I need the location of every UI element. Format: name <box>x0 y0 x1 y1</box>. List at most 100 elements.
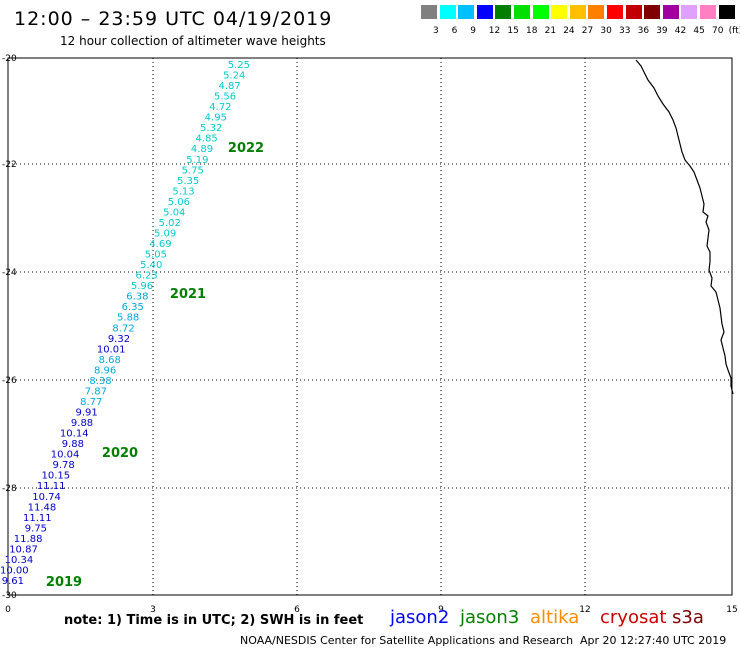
scale-label: 30 <box>600 26 612 36</box>
scale-swatch <box>514 5 530 19</box>
scale-label: 45 <box>693 26 705 36</box>
scale-label: 42 <box>674 26 687 36</box>
wave-height-value: 6.23 <box>135 271 157 282</box>
wave-height-value: 5.75 <box>182 165 204 176</box>
wave-height-value: 10.15 <box>41 471 70 482</box>
scale-unit: (ft) <box>728 26 740 36</box>
x-tick-label: 3 <box>150 605 156 615</box>
wave-height-value: 5.19 <box>186 155 208 166</box>
scale-swatch <box>458 5 475 19</box>
satellite-jason3: jason3 <box>460 607 520 628</box>
wave-height-value: 8.38 <box>89 376 111 387</box>
note-text: note: 1) Time is in UTC; 2) SWH is in fe… <box>64 613 364 628</box>
grid-lines <box>8 58 732 595</box>
wave-height-value: 9.75 <box>25 523 47 534</box>
wave-height-value: 4.95 <box>205 113 227 124</box>
satellite-s3a: s3a <box>672 607 704 628</box>
wave-height-value: 5.40 <box>140 260 162 271</box>
scale-label: 39 <box>656 26 668 36</box>
year-labels: 2022 2021 2020 2019 <box>46 141 264 590</box>
scale-swatch <box>718 5 735 19</box>
satellite-altika: altika <box>530 607 580 628</box>
scale-swatch <box>495 5 512 19</box>
wave-height-value: 5.09 <box>154 228 176 239</box>
scale-label: 3 <box>433 26 439 36</box>
wave-height-value: 5.56 <box>214 92 236 103</box>
wave-height-value: 9.32 <box>108 334 130 345</box>
satellite-cryosat: cryosat <box>600 607 667 628</box>
wave-height-value: 5.35 <box>177 176 199 187</box>
y-tick-label: -30 <box>2 591 17 601</box>
x-tick-label: 15 <box>726 605 737 615</box>
year-label: 2022 <box>228 141 264 156</box>
scale-label: 70 <box>712 26 724 36</box>
wave-height-value: 7.87 <box>85 386 107 397</box>
wave-height-value: 10.00 <box>0 565 29 576</box>
wave-height-value: 5.88 <box>117 313 139 324</box>
wave-height-value: 10.74 <box>32 492 61 503</box>
wave-height-value: 8.68 <box>99 355 121 366</box>
wave-height-value: 9.91 <box>76 408 98 419</box>
wave-height-value: 8.72 <box>112 323 134 334</box>
wave-height-value: 5.02 <box>159 218 181 229</box>
scale-label: 9 <box>470 26 476 36</box>
wave-height-value: 6.38 <box>126 292 148 303</box>
wave-height-value: 5.05 <box>145 250 167 261</box>
wave-height-value: 5.24 <box>223 71 245 82</box>
scale-swatch <box>700 5 716 19</box>
wave-height-value: 5.04 <box>163 207 185 218</box>
wave-height-value: 4.89 <box>191 144 213 155</box>
scale-swatch <box>625 5 642 19</box>
wave-height-value: 8.96 <box>94 365 116 376</box>
scale-label: 36 <box>637 26 650 36</box>
y-tick-label: -28 <box>2 484 17 494</box>
wave-height-value: 10.34 <box>5 555 34 566</box>
y-tick-label: -20 <box>2 54 17 64</box>
wave-height-value: 5.13 <box>172 186 194 197</box>
scale-swatch <box>569 5 586 19</box>
wave-height-value: 4.69 <box>149 239 171 250</box>
scale-label: 33 <box>619 26 631 36</box>
wave-height-value: 4.85 <box>195 134 217 145</box>
scale-swatch <box>588 5 605 19</box>
wave-height-value: 9.88 <box>62 439 84 450</box>
wave-height-value: 4.72 <box>209 102 231 113</box>
wave-height-value: 5.25 <box>228 60 250 71</box>
x-tick-label: 12 <box>579 605 590 615</box>
map-subtitle: 12 hour collection of altimeter wave hei… <box>60 34 326 48</box>
year-label: 2019 <box>46 575 82 590</box>
satellite-jason2: jason2 <box>390 607 450 628</box>
scale-swatch <box>532 5 549 19</box>
timestamp: Apr 20 12:27:40 UTC 2019 <box>580 634 727 647</box>
wave-height-value: 10.04 <box>51 450 80 461</box>
scale-swatch <box>551 5 568 19</box>
scale-label: 6 <box>451 26 458 36</box>
altimeter-track: 5.255.244.875.564.724.955.324.854.895.19… <box>0 60 250 587</box>
credit-text: NOAA/NESDIS Center for Satellite Applica… <box>240 634 574 647</box>
scale-swatch <box>644 5 661 19</box>
y-tick-label: -22 <box>2 160 17 170</box>
wave-height-value: 5.06 <box>168 197 190 208</box>
scale-swatch <box>439 5 456 19</box>
year-label: 2021 <box>170 287 206 302</box>
scale-label: 21 <box>544 26 557 36</box>
scale-swatch <box>662 5 679 19</box>
wave-height-value: 6.35 <box>122 302 144 313</box>
wave-height-value: 11.88 <box>14 534 43 545</box>
wave-height-value: 9.61 <box>2 576 24 587</box>
y-tick-label: -26 <box>2 376 17 386</box>
scale-swatch <box>476 5 493 19</box>
wave-height-value: 9.78 <box>52 460 74 471</box>
x-tick-label: 6 <box>294 605 300 615</box>
map-frame <box>7 57 733 596</box>
wave-height-value: 11.48 <box>28 502 57 513</box>
coastline <box>635 59 734 395</box>
wave-height-value: 5.32 <box>200 123 222 134</box>
axis-ticks: 0 3 6 9 12 15 -20 -22 -24 -26 -28 -30 <box>2 54 738 615</box>
wave-height-value: 9.88 <box>71 418 93 429</box>
y-tick-label: -24 <box>2 268 17 278</box>
scale-label: 27 <box>581 26 594 36</box>
wave-height-value: 10.87 <box>9 544 38 555</box>
map-title: 12:00 – 23:59 UTC 04/19/2019 <box>14 8 333 30</box>
